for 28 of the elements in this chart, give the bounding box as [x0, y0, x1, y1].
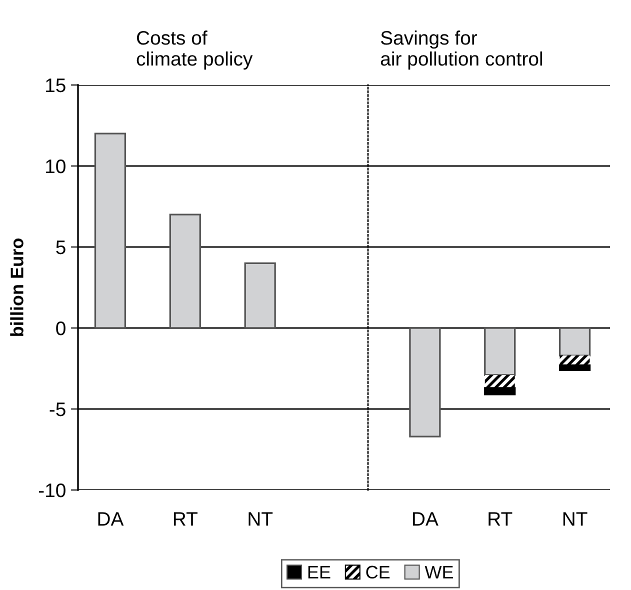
bar: [558, 327, 591, 356]
x-tick-label: RT: [488, 512, 512, 526]
y-tick-label: 0: [56, 321, 66, 336]
legend-label: EE: [308, 566, 330, 578]
x-tick-label: RT: [174, 512, 198, 526]
y-tick-label: -5: [50, 402, 66, 416]
y-tick-label: -10: [38, 483, 66, 498]
legend-label: CE: [366, 566, 390, 579]
y-tick-label: 15: [46, 78, 66, 92]
chart-title: Costs of climate policy: [136, 30, 253, 70]
x-tick-label: NT: [248, 512, 273, 526]
y-axis-title: billion Euro: [10, 238, 24, 336]
bar: [169, 214, 201, 329]
bar: [94, 132, 126, 329]
bar: [484, 327, 516, 376]
bar: [558, 364, 591, 371]
chart-title: Savings for air pollution control: [380, 30, 542, 70]
bar: [560, 356, 590, 366]
legend-label: WE: [424, 566, 454, 578]
bar: [409, 327, 441, 438]
x-tick-label: DA: [413, 512, 438, 526]
x-tick-label: NT: [563, 512, 588, 526]
bar: [484, 374, 515, 388]
bar: [244, 262, 276, 329]
bar: [484, 387, 516, 396]
x-tick-label: DA: [98, 512, 124, 526]
y-tick-label: 10: [46, 159, 66, 174]
y-tick-label: 5: [56, 240, 66, 254]
